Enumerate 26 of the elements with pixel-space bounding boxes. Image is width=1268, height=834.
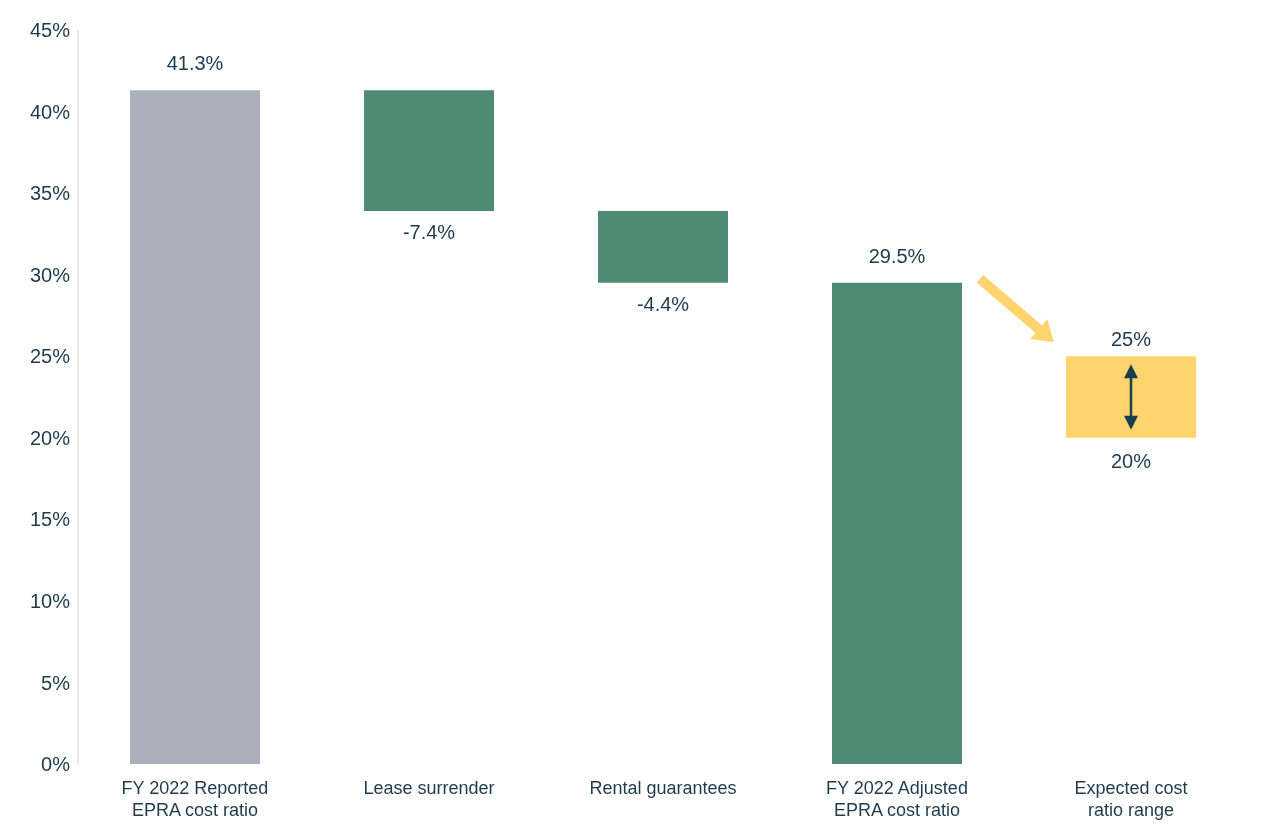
- y-tick-label: 10%: [29, 589, 71, 612]
- bar: [598, 211, 728, 283]
- bar: [832, 282, 962, 764]
- y-tick-label: 45%: [29, 19, 71, 42]
- x-tick-label: FY 2022 Reported EPRA cost ratio: [121, 778, 269, 820]
- x-tick-label: FY 2022 Adjusted EPRA cost ratio: [826, 778, 968, 820]
- y-tick-label: 35%: [29, 182, 71, 205]
- y-tick-label: 20%: [29, 426, 71, 449]
- y-tick-label: 40%: [29, 100, 71, 123]
- y-tick-label: 0%: [41, 753, 71, 776]
- x-tick-label: Lease surrender: [363, 778, 495, 798]
- bar: [1066, 356, 1196, 438]
- y-tick-label: 5%: [41, 671, 71, 694]
- x-tick-label: Expected cost ratio range: [1074, 778, 1188, 820]
- data-label: 41.3%: [166, 52, 224, 75]
- annotation: 20%: [1110, 449, 1152, 472]
- bar: [364, 90, 494, 212]
- x-tick-label: Rental guarantees: [589, 778, 737, 798]
- y-tick-label: 30%: [29, 263, 71, 286]
- annotation: 25%: [1110, 328, 1152, 351]
- bar: [130, 90, 260, 764]
- y-tick-label: 15%: [29, 508, 71, 531]
- data-label: -4.4%: [636, 292, 690, 315]
- data-label: 29.5%: [868, 244, 926, 267]
- data-label: -7.4%: [402, 221, 456, 244]
- y-tick-label: 25%: [29, 345, 71, 368]
